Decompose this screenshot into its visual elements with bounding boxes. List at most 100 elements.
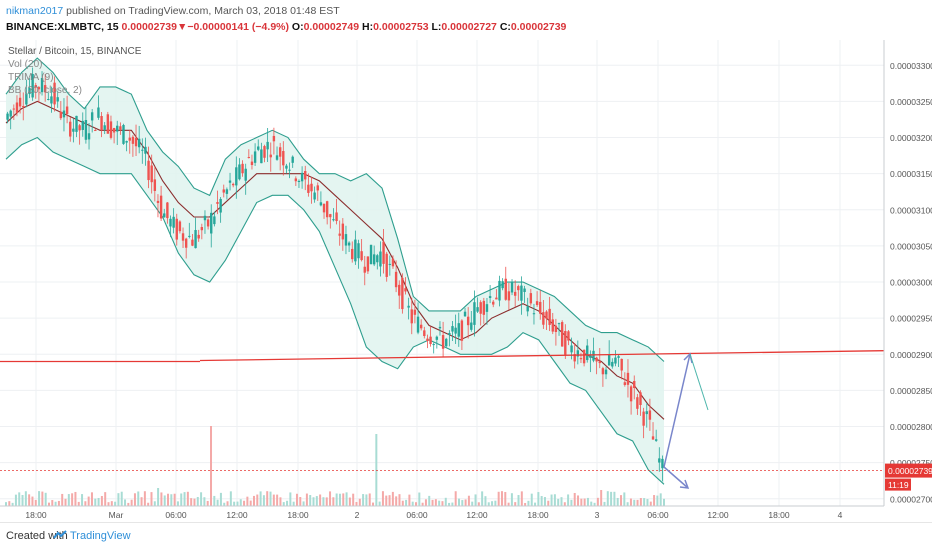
candle-body: [156, 200, 160, 203]
volume-bar: [226, 501, 229, 506]
volume-bar: [474, 494, 477, 506]
low-value: 0.00002727: [441, 21, 497, 33]
volume-bar: [325, 497, 328, 506]
price-chart[interactable]: 0.00002700 0.00002750 0.00002800 0.00002850…: [0, 40, 932, 522]
volume-bar: [124, 499, 127, 506]
volume-bar: [643, 498, 646, 506]
volume-bar: [500, 491, 503, 506]
volume-bar: [8, 501, 11, 506]
legend-title: Stellar / Bitcoin, 15, BINANCE: [8, 46, 142, 57]
volume-bar: [537, 492, 540, 506]
volume-bar: [272, 494, 275, 506]
candle-body: [611, 361, 614, 367]
candle-body: [194, 230, 197, 249]
candle-body: [426, 338, 429, 342]
legend-trima[interactable]: TRIMA (9): [8, 72, 54, 83]
volume-bar: [150, 492, 153, 506]
candle-body: [9, 110, 12, 117]
symbol-line: BINANCE:XLMBTC, 15 0.00002739▼−0.0000014…: [6, 21, 566, 33]
volume-bar: [120, 491, 123, 506]
volume-bar: [319, 494, 322, 506]
volume-bar: [629, 498, 632, 506]
last-price-badge-text: 0.00002739: [888, 466, 932, 476]
candle-body: [87, 133, 91, 140]
candle-body: [582, 349, 586, 364]
candle-body: [47, 99, 50, 101]
candle-body: [197, 234, 200, 239]
volume-bar: [497, 491, 500, 506]
x-tick-label: 2: [355, 510, 360, 520]
last-price: 0.00002739: [121, 21, 177, 33]
x-tick-label: 12:00: [466, 510, 488, 520]
volume-bar: [147, 502, 150, 506]
candle-body: [517, 286, 520, 291]
volume-bar: [530, 493, 533, 506]
candle-body: [210, 212, 213, 234]
legend-vol[interactable]: Vol (20): [8, 59, 42, 70]
y-tick-label: 0.00003250: [890, 97, 932, 107]
volume-bar: [77, 501, 80, 506]
volume-bar: [200, 492, 203, 506]
candle-body: [347, 242, 351, 246]
volume-bar: [193, 498, 196, 506]
volume-bar: [266, 491, 269, 506]
candle-body: [81, 120, 84, 130]
candle-body: [416, 316, 420, 333]
candle-body: [398, 284, 401, 296]
volume-bar: [348, 497, 351, 506]
candle-body: [263, 146, 266, 158]
volume-bar: [143, 491, 146, 506]
volume-bar: [137, 491, 140, 506]
candle-body: [598, 361, 601, 364]
candle-body: [623, 382, 627, 385]
publish-info: published on TradingView.com, March 03, …: [66, 5, 340, 17]
volume-bar: [322, 497, 325, 506]
candle-body: [360, 251, 363, 261]
x-tick-label: 18:00: [527, 510, 549, 520]
volume-bar: [646, 499, 649, 506]
price-change: −0.00000141 (−4.9%): [187, 21, 289, 33]
volume-bar: [44, 492, 47, 506]
candle-body: [413, 309, 417, 315]
candle-body: [391, 258, 395, 267]
candle-body: [542, 312, 545, 325]
candle-body: [6, 113, 9, 120]
candle-body: [181, 233, 185, 241]
candle-body: [56, 97, 59, 102]
x-tick-label: 12:00: [226, 510, 248, 520]
tradingview-link[interactable]: TradingView: [70, 530, 131, 542]
legend-bb[interactable]: BB (20, close, 2): [8, 85, 82, 96]
candle-body: [401, 277, 404, 310]
candle-body: [479, 302, 482, 314]
volume-bar: [229, 491, 232, 506]
candle-body: [451, 326, 454, 332]
volume-bar: [61, 493, 64, 506]
candle-body: [595, 357, 598, 362]
author-link[interactable]: nikman2017: [6, 5, 64, 17]
up-arrow-line: [663, 353, 691, 468]
volume-bar: [454, 491, 457, 506]
candle-body: [285, 165, 288, 169]
candle-body: [529, 293, 533, 304]
y-tick-label: 0.00002700: [890, 494, 932, 504]
volume-bar: [269, 491, 272, 506]
candle-body: [137, 138, 141, 148]
volume-bar: [236, 501, 239, 506]
volume-bar: [100, 496, 103, 506]
price-series: [6, 67, 664, 482]
y-tick-label: 0.00002950: [890, 314, 932, 324]
volume-bar: [365, 494, 368, 506]
candle-body: [457, 323, 460, 337]
candle-body: [551, 319, 554, 332]
candle-body: [404, 288, 407, 292]
candle-body: [488, 296, 492, 299]
candle-body: [448, 333, 451, 335]
volume-bar: [491, 501, 494, 506]
support-line: [199, 350, 885, 362]
candle-body: [513, 291, 517, 296]
candle-body: [423, 330, 426, 337]
symbol-name: BINANCE:XLMBTC, 15: [6, 21, 119, 33]
volume-bar: [547, 500, 550, 506]
candle-body: [438, 326, 442, 329]
candle-body: [31, 73, 34, 98]
